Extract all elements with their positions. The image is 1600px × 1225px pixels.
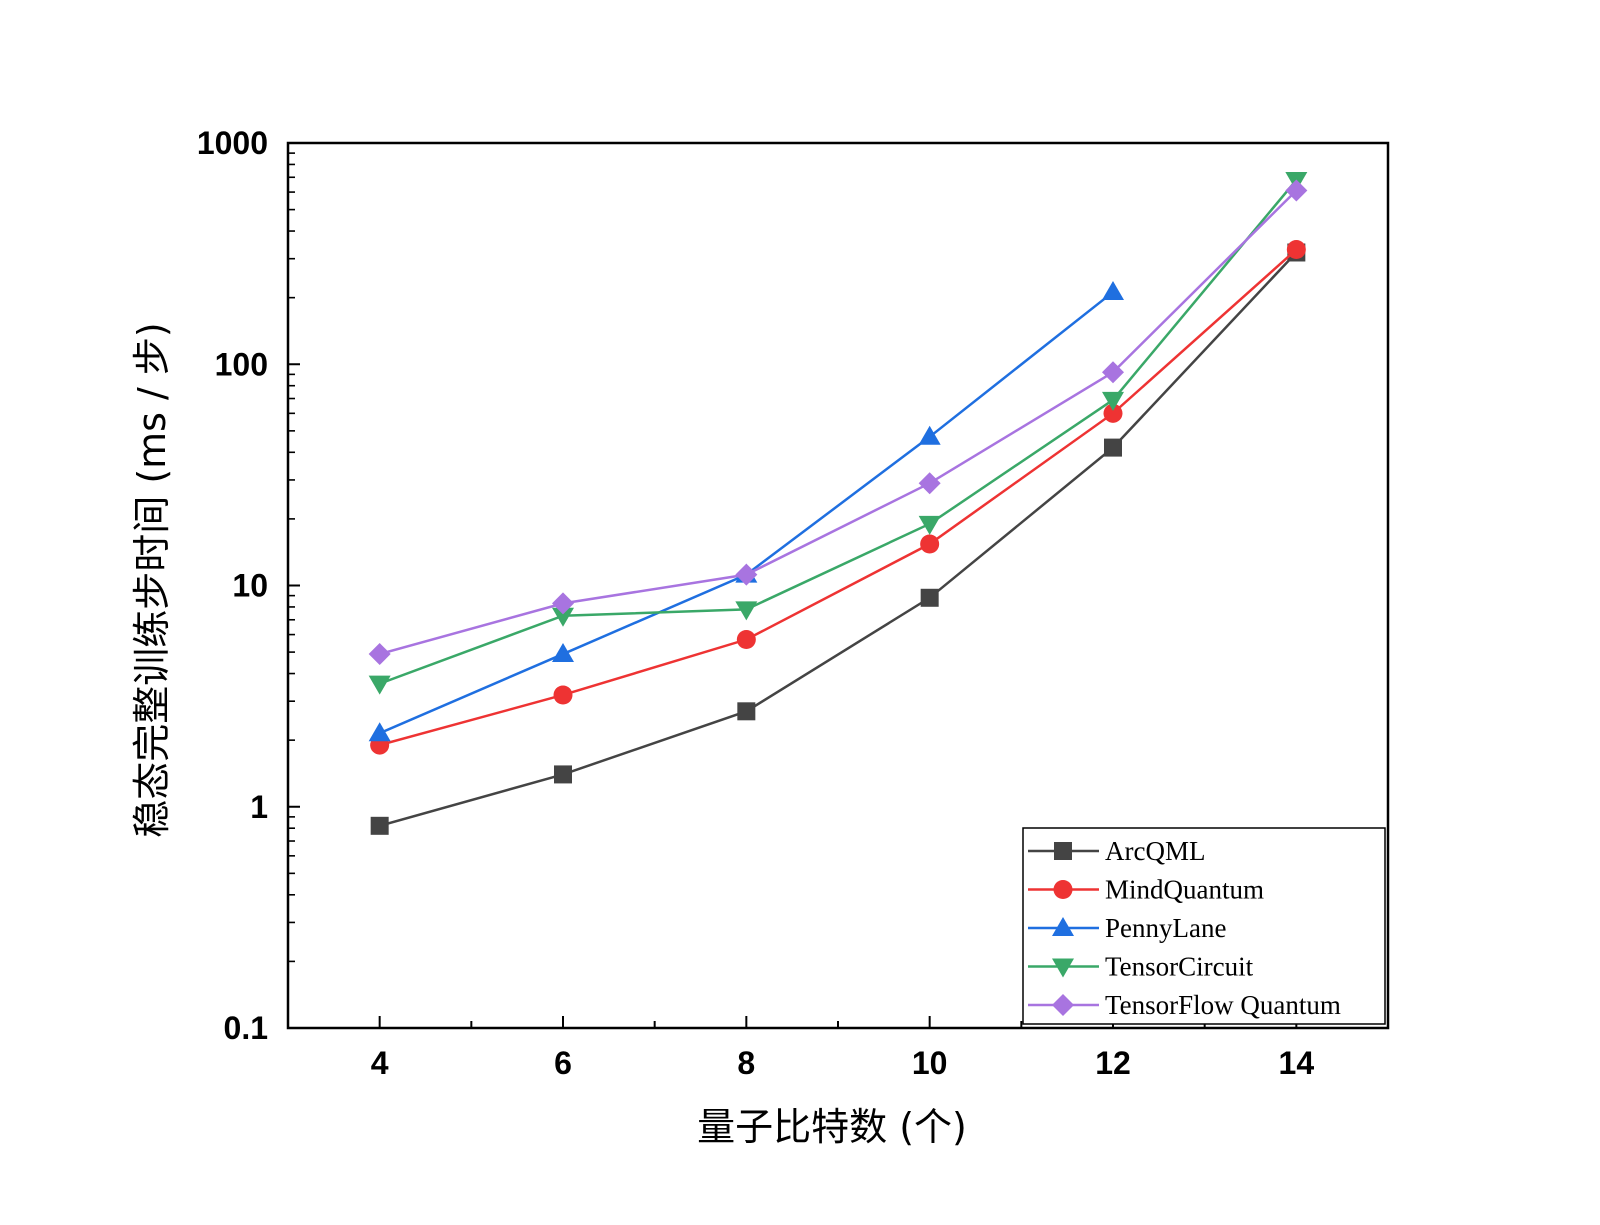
data-point-tensorflow-quantum — [368, 643, 391, 666]
data-point-tensorcircuit — [735, 601, 758, 621]
x-tick-label: 10 — [912, 1045, 948, 1081]
data-point-tensorflow-quantum — [1285, 179, 1308, 202]
data-point-tensorflow-quantum — [918, 472, 941, 495]
legend-marker-tensorflow-quantum — [1052, 994, 1074, 1016]
data-point-mindquantum — [1103, 403, 1123, 423]
data-point-mindquantum — [553, 685, 573, 705]
x-tick-label: 4 — [371, 1045, 389, 1081]
legend-box — [1022, 827, 1386, 1025]
data-point-arcqml — [370, 816, 389, 835]
data-point-tensorcircuit — [918, 515, 941, 535]
x-tick-label: 6 — [554, 1045, 572, 1081]
data-point-tensorflow-quantum — [735, 563, 758, 586]
x-tick-label: 14 — [1279, 1045, 1315, 1081]
legend-label-mindquantum: MindQuantum — [1105, 875, 1264, 905]
data-point-pennylane — [552, 643, 574, 663]
data-point-tensorcircuit — [1102, 391, 1124, 411]
y-tick-label: 0.1 — [224, 1010, 268, 1046]
data-point-tensorcircuit — [552, 607, 574, 627]
data-point-mindquantum — [920, 534, 940, 554]
series-line-tensorcircuit — [379, 179, 1298, 685]
series-line-tensorflow-quantum — [379, 189, 1298, 656]
axes-layer: 4 6 8 10 12 14 0.1 1 10 100 1000 — [197, 125, 1390, 1081]
series-layer — [368, 172, 1308, 835]
y-tick-label: 10 — [232, 568, 268, 604]
legend-marker-mindquantum — [1053, 880, 1073, 899]
legend-label-pennylane: PennyLane — [1105, 913, 1226, 943]
data-point-arcqml — [554, 765, 572, 784]
legend: ArcQML MindQuantum PennyLane TensorCircuit T… — [1022, 827, 1386, 1025]
series-tensorcircuit — [368, 172, 1308, 695]
legend-label-tensorcircuit: TensorCircuit — [1105, 952, 1254, 982]
series-tensorflow-quantum — [368, 179, 1308, 666]
legend-marker-arcqml — [1054, 842, 1072, 860]
data-point-tensorflow-quantum — [1102, 361, 1124, 384]
legend-marker-pennylane — [1052, 917, 1074, 936]
data-point-arcqml — [1104, 438, 1122, 457]
data-point-arcqml — [737, 702, 756, 721]
data-point-mindquantum — [1286, 240, 1306, 260]
series-line-mindquantum — [379, 248, 1298, 747]
legend-marker-tensorcircuit — [1052, 958, 1074, 978]
data-point-mindquantum — [736, 630, 756, 650]
y-tick-label: 100 — [215, 346, 268, 382]
y-tick-label: 1 — [250, 789, 268, 825]
data-point-pennylane — [1102, 281, 1124, 301]
data-point-tensorflow-quantum — [552, 592, 574, 615]
data-point-arcqml — [920, 588, 939, 607]
x-axis-title: 量子比特数 (个) — [697, 1105, 967, 1149]
series-mindquantum — [370, 240, 1306, 755]
x-tick-label: 8 — [737, 1045, 755, 1081]
data-point-pennylane — [368, 722, 391, 742]
x-tick-label: 12 — [1095, 1045, 1131, 1081]
legend-label-tensorflow-quantum: TensorFlow Quantum — [1105, 990, 1341, 1020]
legend-label-arcqml: ArcQML — [1105, 836, 1205, 866]
y-tick-label: 1000 — [197, 125, 268, 161]
series-line-arcqml — [379, 251, 1298, 828]
data-point-pennylane — [918, 425, 941, 445]
data-point-tensorcircuit — [368, 675, 391, 695]
y-axis-title: 稳态完整训练步时间 (ms / 步) — [130, 322, 174, 838]
